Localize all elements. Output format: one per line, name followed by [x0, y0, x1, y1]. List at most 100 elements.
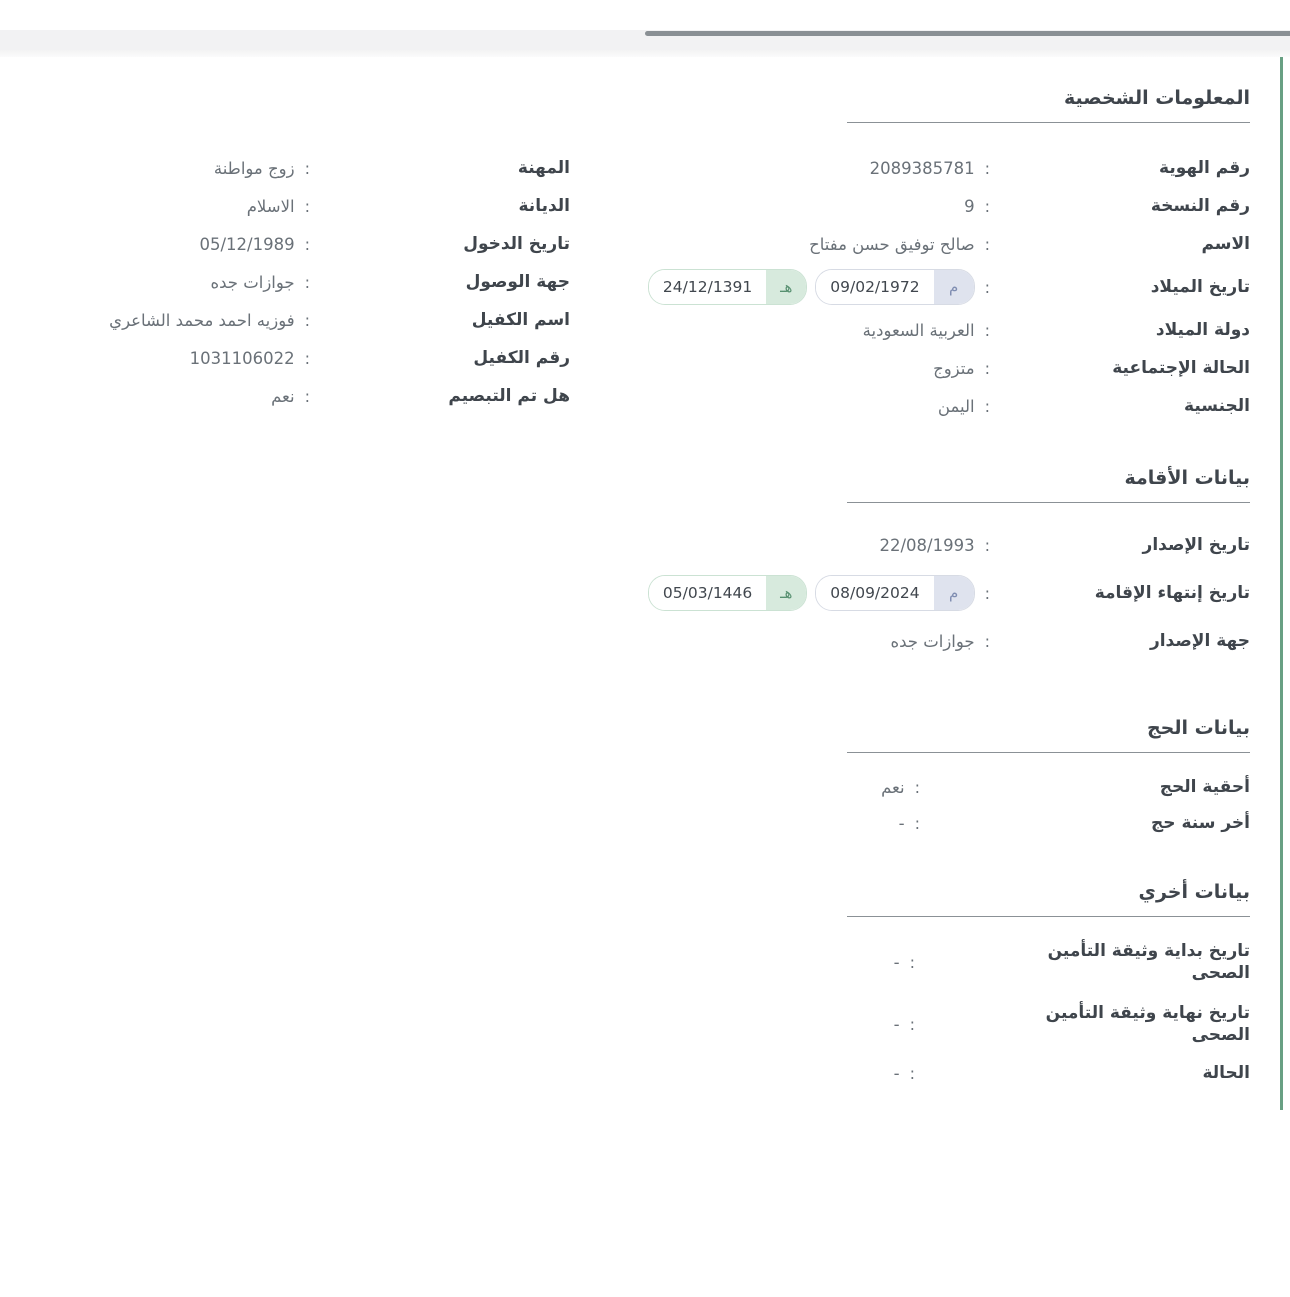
section-divider	[847, 752, 1250, 753]
colon: :	[304, 158, 310, 178]
field-label: تاريخ الدخول	[463, 233, 570, 254]
colon: :	[984, 158, 990, 178]
colon: :	[984, 234, 990, 254]
section-title: بيانات الحج	[1146, 717, 1250, 739]
section-residence-data: بيانات الأقامة تاريخ الإصدار : 22/08/199…	[0, 467, 1250, 665]
details-panel: المعلومات الشخصية رقم الهوية : 208938578…	[0, 57, 1283, 1110]
field-row-issue-date: تاريخ الإصدار : 22/08/1993	[0, 521, 1251, 569]
personal-column-right: رقم الهوية : 2089385781 رقم النسخة : 9 ا…	[640, 149, 1250, 425]
field-value: -	[893, 1063, 900, 1083]
field-row-sponsor-name: اسم الكفيل : فوزيه احمد محمد الشاعري	[30, 301, 570, 339]
section-title: بيانات أخري	[1138, 881, 1250, 903]
field-value: -	[893, 952, 900, 972]
gregorian-date-chip[interactable]: 08/09/2024 م	[815, 575, 975, 611]
field-label: رقم النسخة	[1150, 195, 1250, 216]
field-value: نعم	[881, 777, 905, 797]
section-personal-info: المعلومات الشخصية رقم الهوية : 208938578…	[0, 87, 1250, 425]
field-row-fingerprinted: هل تم التبصيم : نعم	[30, 377, 570, 415]
personal-column-left: المهنة : زوج مواطنة الديانة : الاسلام تا…	[30, 149, 570, 425]
colon: :	[984, 358, 990, 378]
colon: :	[304, 272, 310, 292]
colon: :	[984, 583, 990, 603]
colon: :	[984, 396, 990, 416]
colon: :	[304, 348, 310, 368]
field-row-national-id: رقم الهوية : 2089385781	[640, 149, 1250, 187]
horizontal-scrollbar-thumb[interactable]	[645, 31, 1290, 36]
field-label: الجنسية	[1184, 395, 1250, 416]
field-row-insurance-start-date: تاريخ بداية وثيقة التأمين الصحى : -	[0, 931, 1250, 993]
field-value: 9	[964, 196, 975, 216]
field-value: 05/12/1989	[199, 234, 295, 254]
field-label: تاريخ بداية وثيقة التأمين الصحى	[1047, 940, 1250, 983]
field-row-last-hajj-year: أخر سنة حج : -	[0, 805, 1250, 841]
field-label: دولة الميلاد	[1155, 319, 1250, 340]
colon: :	[909, 952, 915, 972]
field-value: اليمن	[937, 396, 975, 416]
field-label: الحالة	[1202, 1062, 1250, 1083]
field-row-birth-date: تاريخ الميلاد : 09/02/1972 م 24/12/1391 …	[640, 263, 1250, 311]
field-value: -	[893, 1014, 900, 1034]
field-row-nationality: الجنسية : اليمن	[640, 387, 1250, 425]
colon: :	[984, 277, 990, 297]
field-value: نعم	[271, 386, 295, 406]
field-row-sponsor-number: رقم الكفيل : 1031106022	[30, 339, 570, 377]
field-row-name: الاسم : صالح توفيق حسن مفتاح	[640, 225, 1250, 263]
field-label: أخر سنة حج	[1151, 812, 1250, 833]
field-label: الحالة الإجتماعية	[1112, 357, 1250, 378]
colon: :	[909, 1063, 915, 1083]
field-label: رقم الكفيل	[473, 347, 570, 368]
section-title: المعلومات الشخصية	[1063, 87, 1250, 109]
field-value: 2089385781	[869, 158, 975, 178]
gregorian-date-chip[interactable]: 09/02/1972 م	[815, 269, 975, 305]
field-row-religion: الديانة : الاسلام	[30, 187, 570, 225]
field-value: جوازات جده	[890, 631, 975, 651]
field-value: فوزيه احمد محمد الشاعري	[109, 310, 295, 330]
colon: :	[914, 777, 920, 797]
field-value: صالح توفيق حسن مفتاح	[809, 234, 975, 254]
hijri-date-chip[interactable]: 24/12/1391 هـ	[647, 269, 808, 305]
section-other-data: بيانات أخري تاريخ بداية وثيقة التأمين ال…	[0, 881, 1250, 1091]
hijri-date-value: 24/12/1391	[648, 270, 767, 304]
field-label: رقم الهوية	[1159, 157, 1250, 178]
section-divider	[847, 502, 1250, 503]
section-divider	[847, 122, 1250, 123]
field-row-insurance-end-date: تاريخ نهاية وثيقة التأمين الصحى : -	[0, 993, 1250, 1055]
colon: :	[304, 234, 310, 254]
hijri-calendar-badge: هـ	[766, 270, 807, 304]
gregorian-calendar-badge: م	[933, 576, 974, 610]
colon: :	[984, 320, 990, 340]
other-fields: تاريخ بداية وثيقة التأمين الصحى : - تاري…	[0, 931, 1250, 1091]
field-row-residence-expiry: تاريخ إنتهاء الإقامة : 08/09/2024 م 05/0…	[0, 569, 1250, 617]
field-row-issuing-authority: جهة الإصدار : جوازات جده	[0, 617, 1250, 665]
hijri-calendar-badge: هـ	[766, 576, 807, 610]
field-row-status: الحالة : -	[0, 1055, 1250, 1091]
colon: :	[304, 310, 310, 330]
field-label: أحقية الحج	[1159, 776, 1250, 797]
field-label: تاريخ نهاية وثيقة التأمين الصحى	[1045, 1002, 1250, 1045]
field-row-version-number: رقم النسخة : 9	[640, 187, 1250, 225]
field-row-entry-date: تاريخ الدخول : 05/12/1989	[30, 225, 571, 263]
field-label: تاريخ الميلاد	[1150, 276, 1250, 297]
colon: :	[984, 535, 990, 555]
section-title: بيانات الأقامة	[1124, 467, 1250, 489]
field-value: 22/08/1993	[879, 535, 975, 555]
field-label: جهة الإصدار	[1149, 630, 1250, 651]
field-label: اسم الكفيل	[471, 309, 570, 330]
colon: :	[304, 386, 310, 406]
field-label: الاسم	[1201, 233, 1250, 254]
field-value: جوازات جده	[210, 272, 295, 292]
field-row-hajj-eligibility: أحقية الحج : نعم	[0, 769, 1250, 805]
personal-fields-grid: رقم الهوية : 2089385781 رقم النسخة : 9 ا…	[0, 149, 1250, 425]
field-label: جهة الوصول	[465, 271, 570, 292]
hijri-date-value: 05/03/1446	[648, 576, 767, 610]
hijri-date-chip[interactable]: 05/03/1446 هـ	[647, 575, 808, 611]
field-label: تاريخ الإصدار	[1142, 534, 1250, 555]
residence-fields: تاريخ الإصدار : 22/08/1993 تاريخ إنتهاء …	[0, 521, 1250, 665]
field-value: العربية السعودية	[862, 320, 975, 340]
gregorian-date-value: 09/02/1972	[816, 270, 934, 304]
field-label: المهنة	[517, 157, 570, 178]
section-divider	[847, 916, 1250, 917]
colon: :	[984, 196, 990, 216]
field-row-marital-status: الحالة الإجتماعية : متزوج	[640, 349, 1250, 387]
field-row-birth-country: دولة الميلاد : العربية السعودية	[640, 311, 1250, 349]
